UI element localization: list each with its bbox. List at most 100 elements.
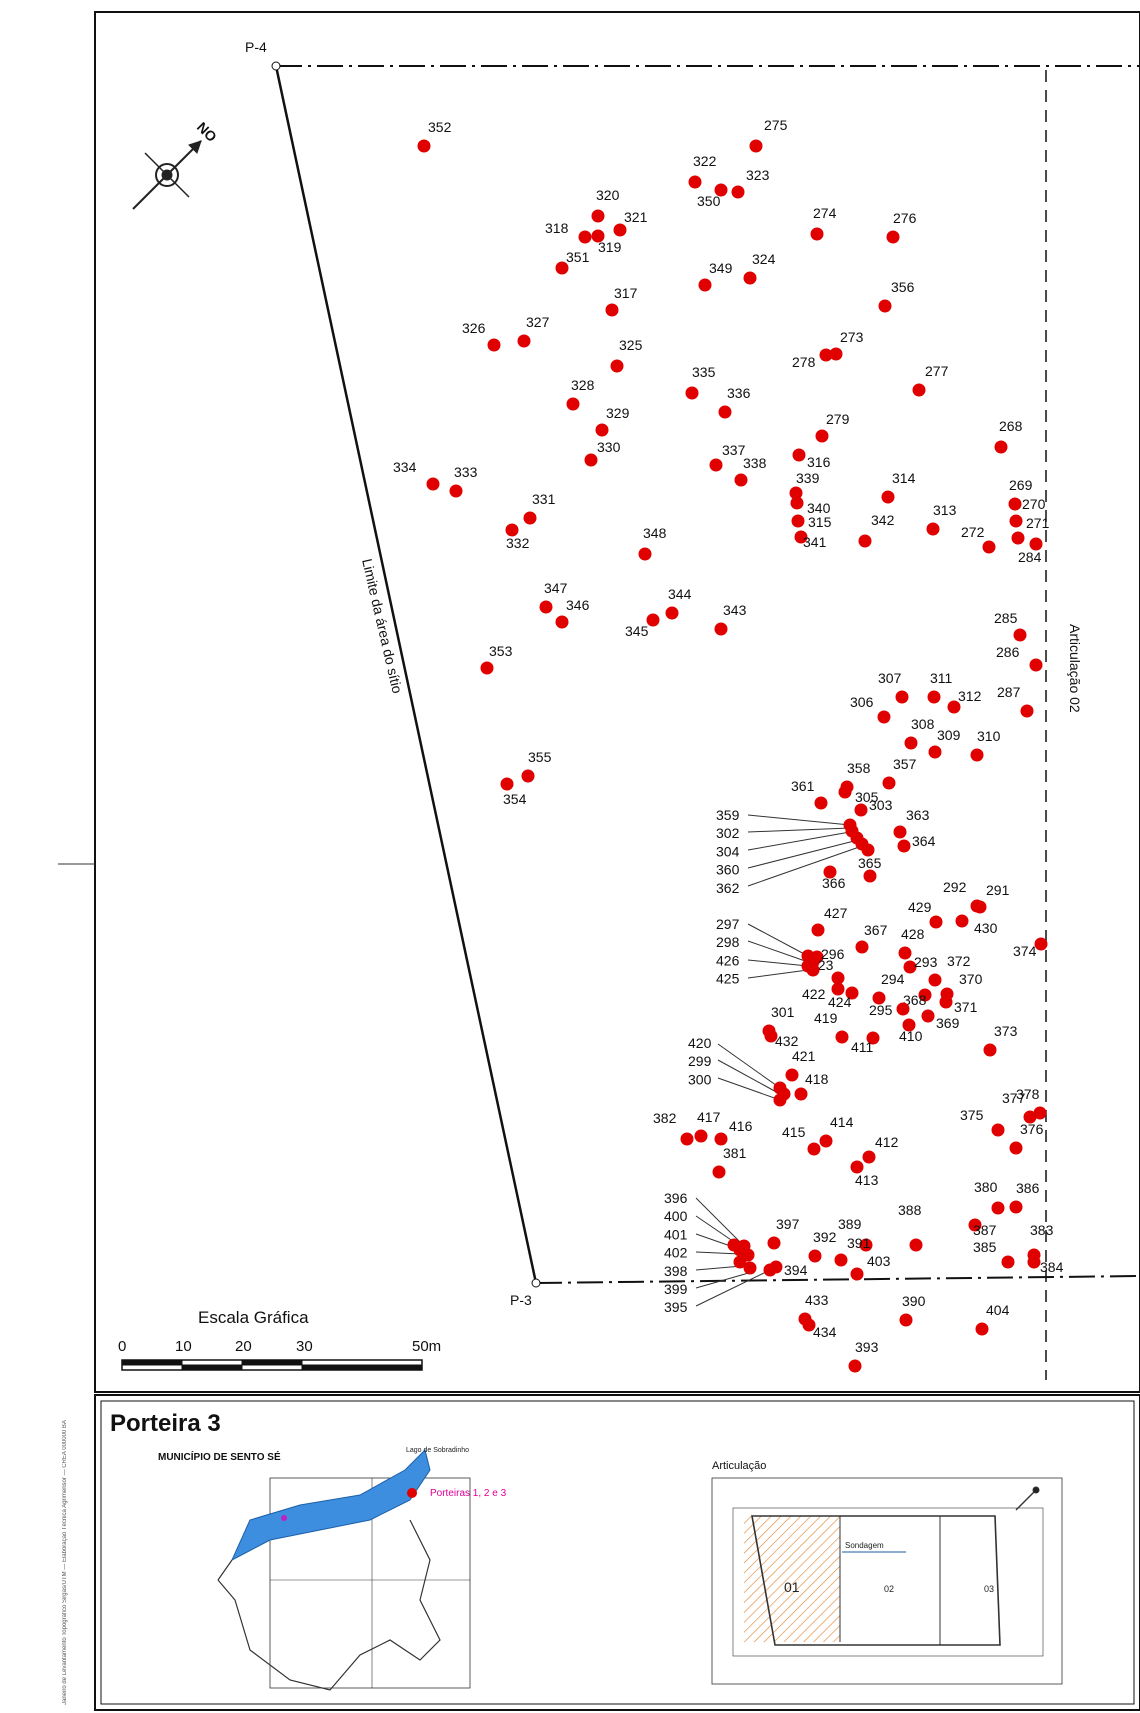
scale-tick-30: 30: [296, 1338, 313, 1355]
inset-map: [217, 1449, 471, 1691]
survey-point-label-370: 370: [959, 971, 983, 987]
survey-point-label-393: 393: [855, 1339, 879, 1355]
survey-point-335: [685, 386, 699, 400]
survey-point-label-353: 353: [489, 643, 513, 659]
survey-point-376: [1009, 1141, 1023, 1155]
lake-label: Lago de Sobradinho: [406, 1447, 469, 1454]
sondagem-label: Sondagem: [845, 1541, 884, 1550]
survey-point-label-410: 410: [899, 1028, 923, 1044]
survey-point-393: [848, 1359, 862, 1373]
callout-label-425: 425: [716, 971, 740, 987]
survey-point-386: [1009, 1200, 1023, 1214]
survey-point-275: [749, 139, 763, 153]
survey-point-372: [928, 973, 942, 987]
survey-point-321: [613, 223, 627, 237]
survey-point-label-271: 271: [1026, 515, 1050, 531]
survey-point-382: [680, 1132, 694, 1146]
survey-point-label-354: 354: [503, 791, 527, 807]
survey-point-352: [417, 139, 431, 153]
callout-label-360: 360: [716, 862, 740, 878]
callout-label-299: 299: [688, 1053, 712, 1069]
survey-point-label-306: 306: [850, 694, 874, 710]
survey-point-330: [584, 453, 598, 467]
survey-point-300: [773, 1093, 787, 1107]
survey-point-label-315: 315: [808, 514, 832, 530]
callout-label-396: 396: [664, 1190, 688, 1206]
survey-point-label-309: 309: [937, 727, 961, 743]
survey-point-label-319: 319: [598, 239, 622, 255]
survey-point-390: [899, 1313, 913, 1327]
survey-point-label-429: 429: [908, 899, 932, 915]
survey-point-label-418: 418: [805, 1071, 829, 1087]
survey-point-label-338: 338: [743, 455, 767, 471]
survey-point-label-311: 311: [930, 670, 953, 686]
survey-point-label-293: 293: [914, 954, 938, 970]
survey-point-391: [834, 1253, 848, 1267]
callout-label-304: 304: [716, 843, 740, 859]
articulation-title: Articulação: [712, 1460, 767, 1472]
survey-point-369: [921, 1009, 935, 1023]
survey-point-label-394: 394: [784, 1262, 808, 1278]
survey-point-315: [791, 514, 805, 528]
survey-point-384: [1027, 1255, 1041, 1269]
survey-point-label-314: 314: [892, 470, 916, 486]
survey-point-274: [810, 227, 824, 241]
survey-point-316: [792, 448, 806, 462]
survey-point-276: [886, 230, 900, 244]
survey-point-label-383: 383: [1030, 1222, 1054, 1238]
survey-point-label-317: 317: [614, 285, 638, 301]
survey-point-label-328: 328: [571, 377, 595, 393]
corner-p4: [271, 61, 281, 71]
survey-point-331: [523, 511, 537, 525]
survey-point-label-326: 326: [462, 320, 486, 336]
survey-point-430: [955, 914, 969, 928]
callout-label-298: 298: [716, 934, 740, 950]
boundary-label: Limite da área do sítio: [359, 557, 406, 695]
survey-point-404: [975, 1322, 989, 1336]
survey-point-398: [733, 1255, 747, 1269]
survey-point-322: [688, 175, 702, 189]
survey-point-279: [815, 429, 829, 443]
callout-label-302: 302: [716, 825, 740, 841]
survey-point-label-374: 374: [1013, 943, 1037, 959]
survey-point-label-361: 361: [791, 778, 815, 794]
survey-point-424: [845, 986, 859, 1000]
survey-point-277: [912, 383, 926, 397]
survey-point-label-375: 375: [960, 1107, 984, 1123]
survey-point-label-291: 291: [986, 882, 1010, 898]
survey-point-label-272: 272: [961, 524, 985, 540]
map-border: [94, 11, 1140, 1393]
survey-point-355: [521, 769, 535, 783]
survey-point-314: [881, 490, 895, 504]
survey-point-label-287: 287: [997, 684, 1021, 700]
survey-point-389: [859, 1238, 873, 1252]
survey-point-346: [555, 615, 569, 629]
callout-label-402: 402: [664, 1245, 688, 1261]
survey-point-label-301: 301: [771, 1004, 795, 1020]
survey-point-label-417: 417: [697, 1109, 721, 1125]
survey-point-268: [994, 440, 1008, 454]
survey-point-327: [517, 334, 531, 348]
survey-point-label-430: 430: [974, 920, 998, 936]
callout-label-420: 420: [688, 1035, 712, 1051]
survey-point-286: [1029, 658, 1043, 672]
survey-point-label-432: 432: [775, 1033, 799, 1049]
survey-point-label-367: 367: [864, 922, 888, 938]
survey-point-label-352: 352: [428, 119, 452, 135]
callout-label-400: 400: [664, 1208, 688, 1224]
survey-point-label-278: 278: [792, 354, 816, 370]
survey-point-432: [764, 1029, 778, 1043]
survey-point-348: [638, 547, 652, 561]
survey-point-label-381: 381: [723, 1145, 747, 1161]
survey-point-368: [918, 988, 932, 1002]
survey-point-270: [1009, 514, 1023, 528]
survey-point-label-422: 422: [802, 986, 826, 1002]
survey-point-387: [968, 1218, 982, 1232]
survey-point-label-351: 351: [566, 249, 590, 265]
survey-point-347: [539, 600, 553, 614]
survey-point-410: [902, 1018, 916, 1032]
survey-point-357: [882, 776, 896, 790]
survey-point-label-286: 286: [996, 644, 1020, 660]
survey-point-label-334: 334: [393, 459, 417, 475]
callout-leaders: [695, 814, 863, 1307]
